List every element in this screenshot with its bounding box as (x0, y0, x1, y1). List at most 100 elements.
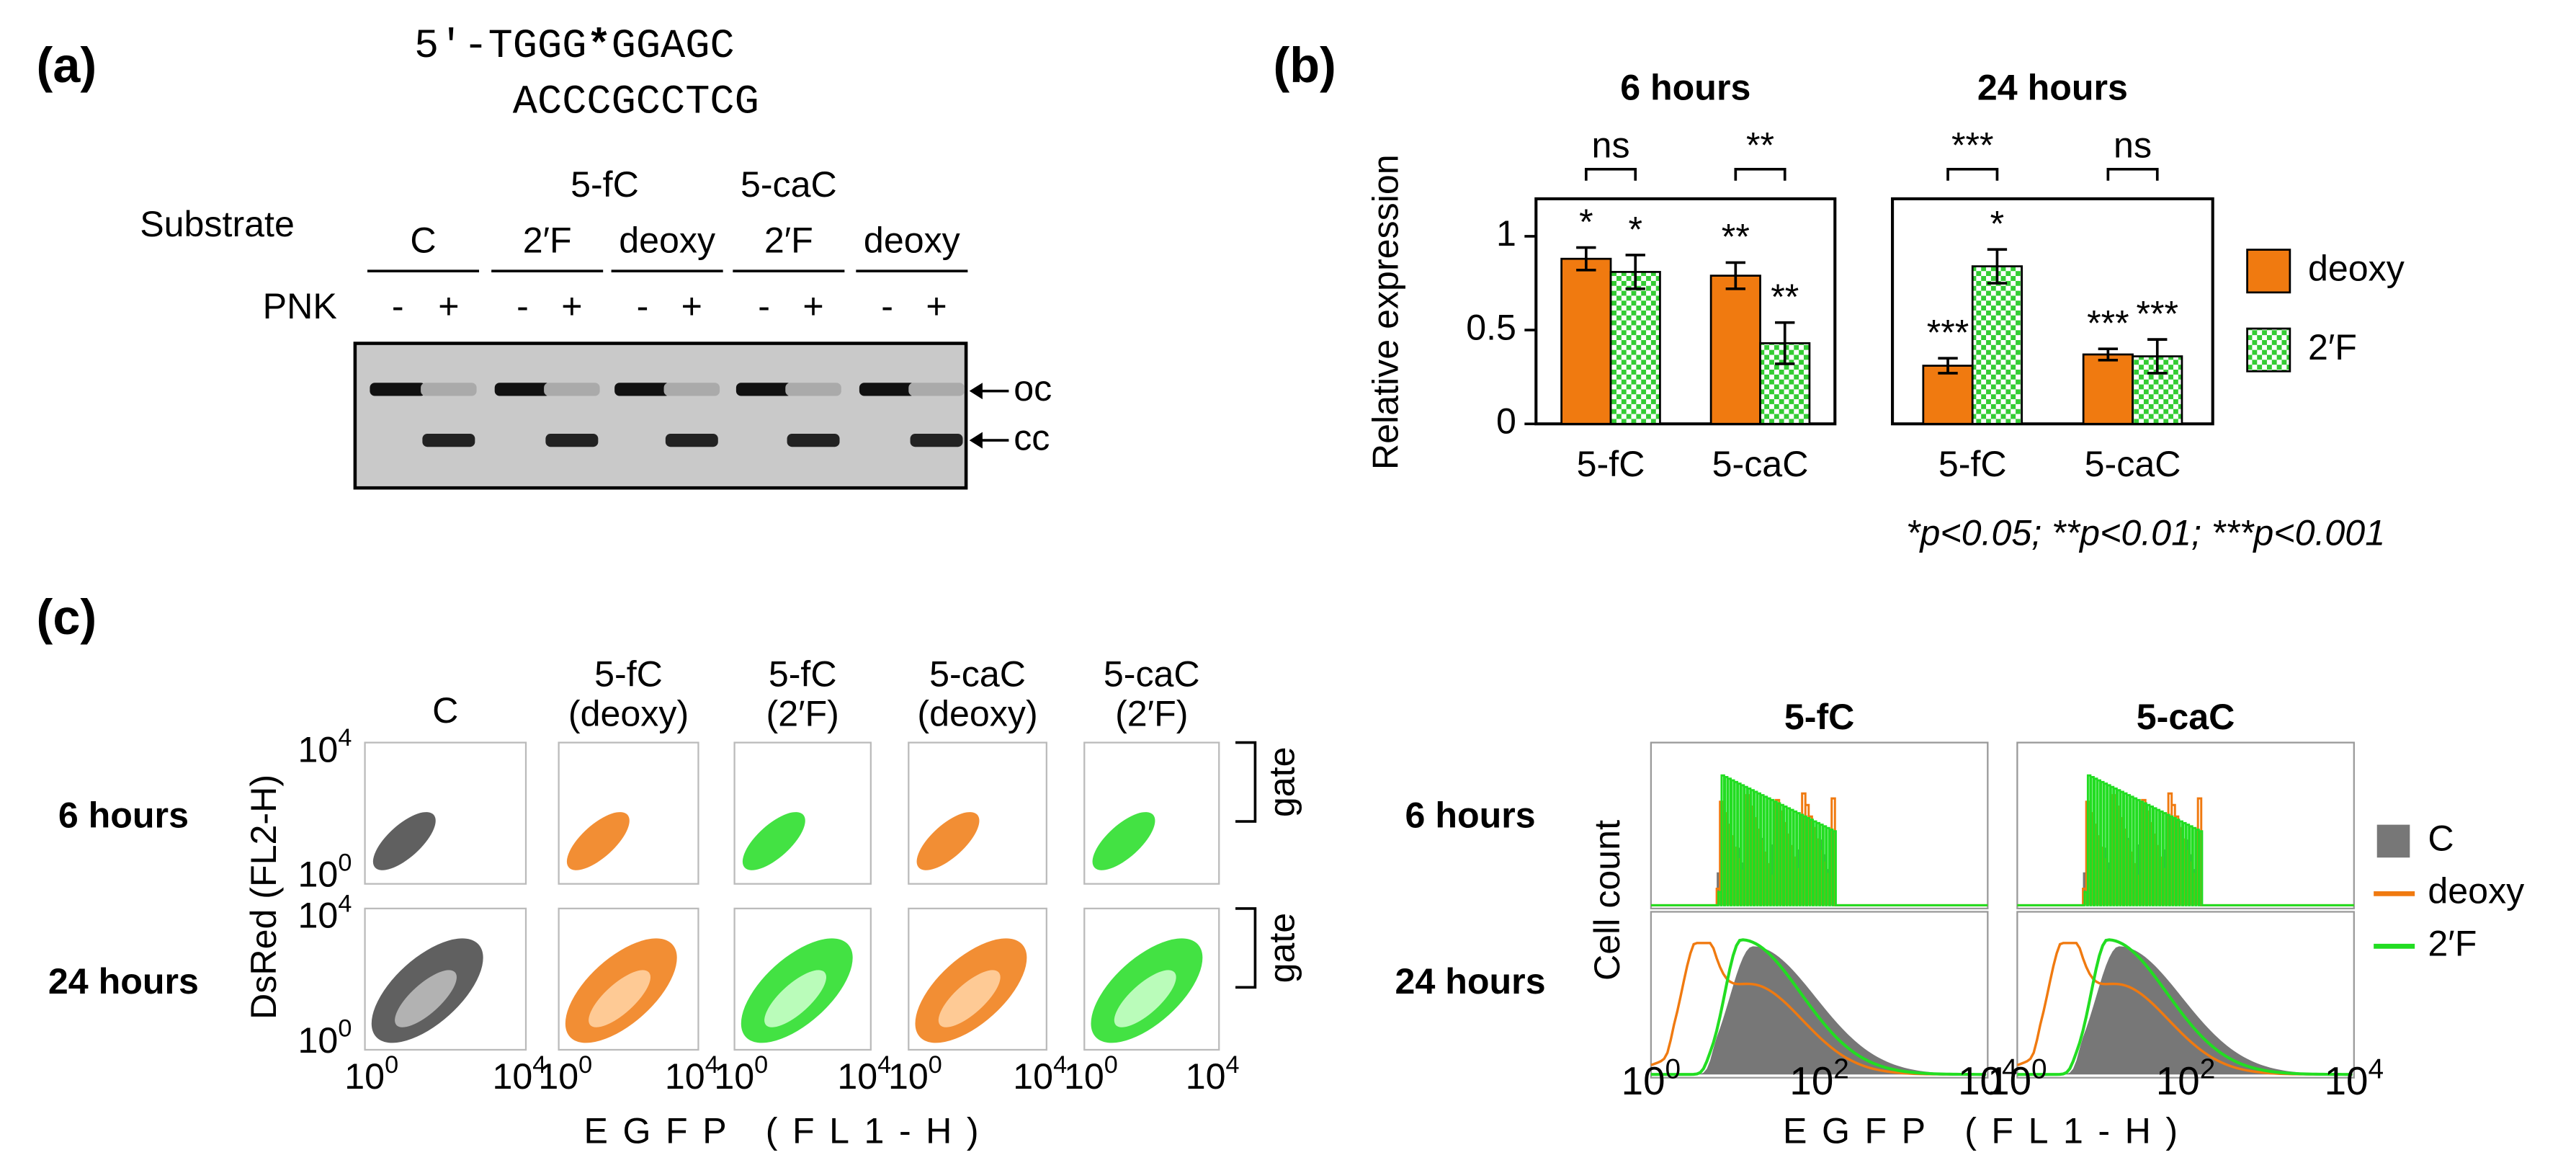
band-oc (735, 383, 792, 396)
tick-exp: 0 (338, 1015, 352, 1043)
sequence: ACCCGCCTCG (513, 79, 759, 125)
tick-base: 10 (1186, 1056, 1226, 1097)
tick-exp: 0 (1104, 1051, 1118, 1079)
error-bar (1625, 254, 1645, 290)
tick-label: 104 (298, 890, 352, 935)
tick-exp: 0 (578, 1051, 592, 1079)
significance: *** (1927, 312, 1969, 352)
tick-label: 104 (493, 1051, 547, 1097)
pnk-sign: + (561, 286, 582, 326)
tick-label: 100 (1987, 1054, 2047, 1103)
comparison: ** (1746, 125, 1774, 165)
chart-title: 6 hours (1620, 68, 1750, 108)
gate-bracket (1235, 907, 1257, 989)
error-bar (1938, 357, 1958, 375)
band-oc (663, 383, 720, 396)
row-label: 24 hours (48, 961, 199, 1002)
x-tick-label: 5-caC (1712, 444, 1809, 484)
tick-label: 104 (1013, 1051, 1067, 1097)
tick-label: 100 (888, 1051, 942, 1097)
plot-frame (1534, 197, 1837, 426)
column-header: 5-caC (1104, 654, 1200, 695)
row-label: 6 hours (1405, 795, 1536, 836)
tick-label: 104 (2325, 1054, 2384, 1103)
band-oc (859, 383, 916, 396)
tick-label: 102 (2156, 1054, 2215, 1103)
scatter-cloud (1092, 812, 1155, 870)
lane-label: 2′F (764, 220, 813, 261)
significance: ** (1722, 217, 1750, 257)
bar (1709, 275, 1761, 425)
hist-2f (1650, 774, 1988, 906)
tick-label: 104 (837, 1051, 891, 1097)
band-label: oc (1014, 368, 1052, 409)
legend-label: C (2428, 819, 2454, 859)
tick-label: 100 (298, 849, 352, 894)
bar (2082, 353, 2134, 425)
hist-title: 5-fC (1784, 697, 1855, 737)
panel-label: (b) (1273, 38, 1336, 93)
significance: *** (2136, 293, 2178, 334)
tick-exp: 2 (1833, 1054, 1849, 1085)
panel-label: (c) (37, 590, 97, 645)
tick-label: 100 (1622, 1054, 1681, 1103)
tick-exp: 0 (1665, 1054, 1681, 1085)
x-tick-label: 5-fC (1938, 444, 2007, 484)
tick-exp: 4 (877, 1051, 891, 1079)
error-bar (2098, 347, 2119, 362)
tick-exp: 2 (2200, 1054, 2216, 1085)
pnk-sign: - (392, 286, 404, 326)
tick-base: 10 (298, 896, 339, 936)
tick-exp: 4 (1053, 1051, 1067, 1079)
band-cc (910, 433, 963, 447)
y-tick-label: 1 (1496, 213, 1516, 254)
tick-base: 10 (837, 1056, 877, 1097)
tick-base: 10 (1013, 1056, 1053, 1097)
legend-swatch (2376, 824, 2410, 858)
scatter-cloud (742, 812, 805, 870)
y-axis-label: DsRed (FL2-H) (243, 775, 284, 1020)
row-label: Substrate (140, 204, 295, 244)
tick-label: 100 (344, 1051, 398, 1097)
arrow-head (969, 432, 983, 449)
column-header: C (432, 690, 458, 731)
bar (1971, 265, 2023, 425)
legend-swatch (2246, 327, 2291, 373)
tick-exp: 0 (754, 1051, 768, 1079)
footnote: *p<0.05; **p<0.01; ***p<0.001 (1906, 513, 2385, 553)
band-cc (422, 433, 475, 447)
pnk-sign: + (438, 286, 459, 326)
tick-base: 10 (344, 1056, 385, 1097)
hist-c (1650, 946, 1988, 1075)
lane-label: C (410, 220, 436, 261)
scatter-core (764, 970, 826, 1027)
tick-label: 104 (665, 1051, 719, 1097)
scatter-cloud (372, 812, 436, 870)
gate-label: gate (1262, 913, 1302, 984)
band-oc (908, 383, 965, 396)
tick-exp: 0 (929, 1051, 942, 1079)
tick-base: 10 (1958, 1058, 2002, 1103)
tick-label: 104 (1958, 1054, 2017, 1103)
tick-exp: 4 (1226, 1051, 1240, 1079)
x-axis-label: EGFP (FL1-H) (1783, 1111, 2193, 1151)
hist-2f (2017, 938, 2353, 1076)
scatter-core (589, 970, 650, 1027)
lane-label: deoxy (864, 220, 960, 261)
tick-base: 10 (1987, 1058, 2031, 1103)
significance: * (1579, 202, 1593, 242)
x-tick-label: 5-fC (1577, 444, 1645, 484)
column-header: 5-fC (769, 654, 837, 695)
pnk-sign: + (802, 286, 823, 326)
column-header: (2′F) (766, 693, 839, 733)
tick-base: 10 (1789, 1058, 1833, 1103)
comparison: ns (2114, 125, 2152, 165)
error-bar (1987, 248, 2008, 285)
row-label: PNK (263, 286, 337, 326)
legend-label: 2′F (2308, 327, 2357, 367)
tick-exp: 4 (338, 890, 352, 917)
band-oc (614, 383, 671, 396)
tick-base: 10 (1064, 1056, 1104, 1097)
